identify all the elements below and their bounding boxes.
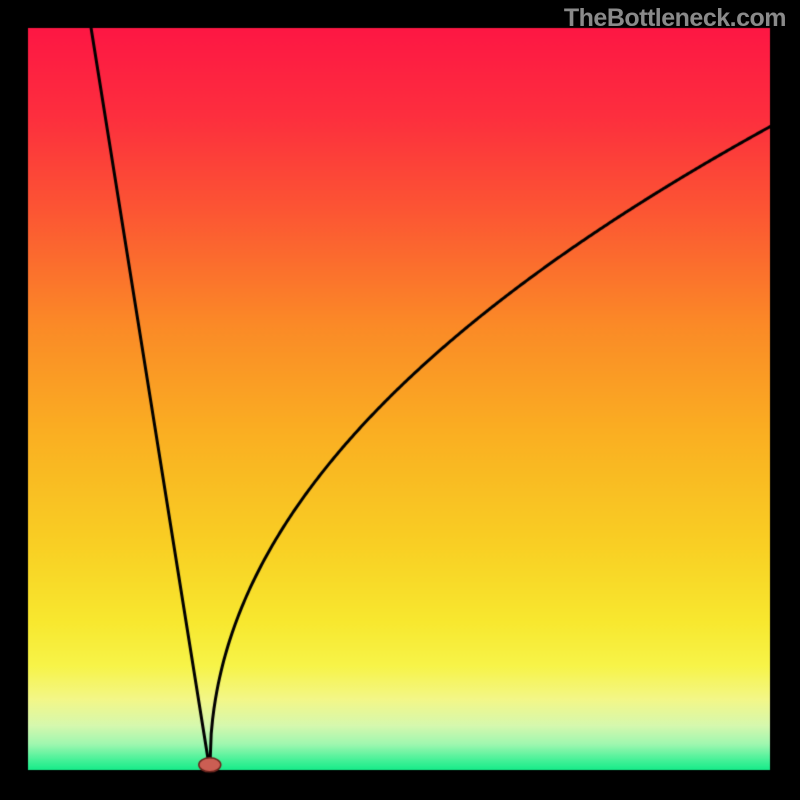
bottleneck-chart-canvas	[0, 0, 800, 800]
chart-container: TheBottleneck.com	[0, 0, 800, 800]
attribution-label: TheBottleneck.com	[564, 4, 786, 33]
